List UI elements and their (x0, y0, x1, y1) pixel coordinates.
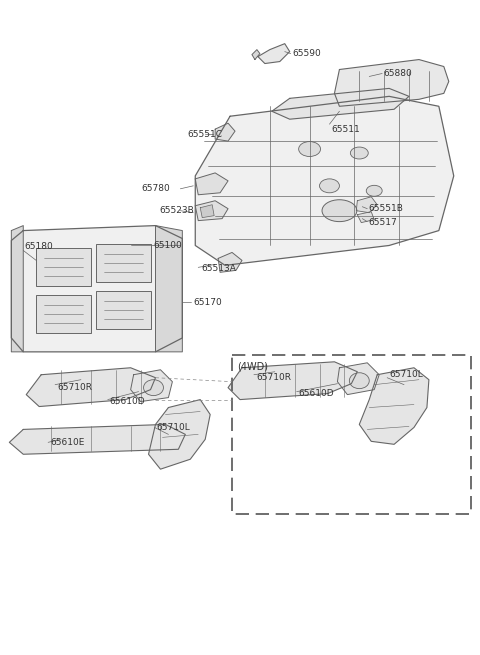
Text: 65710R: 65710R (57, 383, 92, 392)
Polygon shape (12, 225, 182, 352)
Bar (232, 355, 471, 514)
Polygon shape (26, 367, 156, 407)
Ellipse shape (366, 185, 382, 196)
Polygon shape (12, 225, 23, 352)
Text: 65710L: 65710L (389, 370, 423, 379)
Polygon shape (195, 200, 228, 221)
Polygon shape (200, 205, 214, 217)
Text: (4WD): (4WD) (237, 362, 268, 372)
Ellipse shape (320, 179, 339, 193)
Polygon shape (360, 367, 429, 444)
Ellipse shape (144, 380, 164, 396)
Polygon shape (218, 252, 242, 272)
Text: 65513A: 65513A (201, 264, 236, 273)
Text: 65551B: 65551B (368, 204, 403, 213)
Text: 65517: 65517 (368, 218, 397, 227)
Text: 65610D: 65610D (299, 389, 334, 398)
Polygon shape (252, 50, 260, 60)
Bar (96, 244, 151, 282)
Polygon shape (356, 196, 377, 213)
Polygon shape (148, 400, 210, 469)
Bar (36, 248, 91, 286)
Text: 65710R: 65710R (256, 373, 291, 383)
Polygon shape (156, 225, 182, 352)
Ellipse shape (349, 373, 369, 388)
Text: 65180: 65180 (24, 242, 53, 251)
Text: 65780: 65780 (142, 184, 170, 193)
Bar (36, 295, 91, 333)
Polygon shape (272, 88, 409, 119)
Polygon shape (228, 362, 357, 400)
Text: 65880: 65880 (383, 69, 412, 78)
Text: 65551C: 65551C (187, 130, 222, 139)
Polygon shape (258, 44, 290, 64)
Text: 65610D: 65610D (110, 397, 145, 406)
Bar (96, 291, 151, 329)
Ellipse shape (322, 200, 357, 221)
Polygon shape (131, 370, 172, 402)
Polygon shape (195, 96, 454, 265)
Polygon shape (9, 424, 185, 455)
Text: 65590: 65590 (293, 49, 322, 58)
Ellipse shape (350, 147, 368, 159)
Polygon shape (215, 123, 235, 141)
Text: 65610E: 65610E (50, 438, 84, 447)
Text: 65100: 65100 (154, 241, 182, 250)
Text: 65523B: 65523B (159, 206, 194, 215)
Text: 65511: 65511 (332, 124, 360, 134)
Polygon shape (195, 173, 228, 195)
Polygon shape (357, 212, 374, 223)
Text: 65170: 65170 (193, 297, 222, 307)
Polygon shape (335, 60, 449, 106)
Text: 65710L: 65710L (156, 423, 190, 432)
Ellipse shape (299, 141, 321, 157)
Polygon shape (337, 363, 379, 394)
